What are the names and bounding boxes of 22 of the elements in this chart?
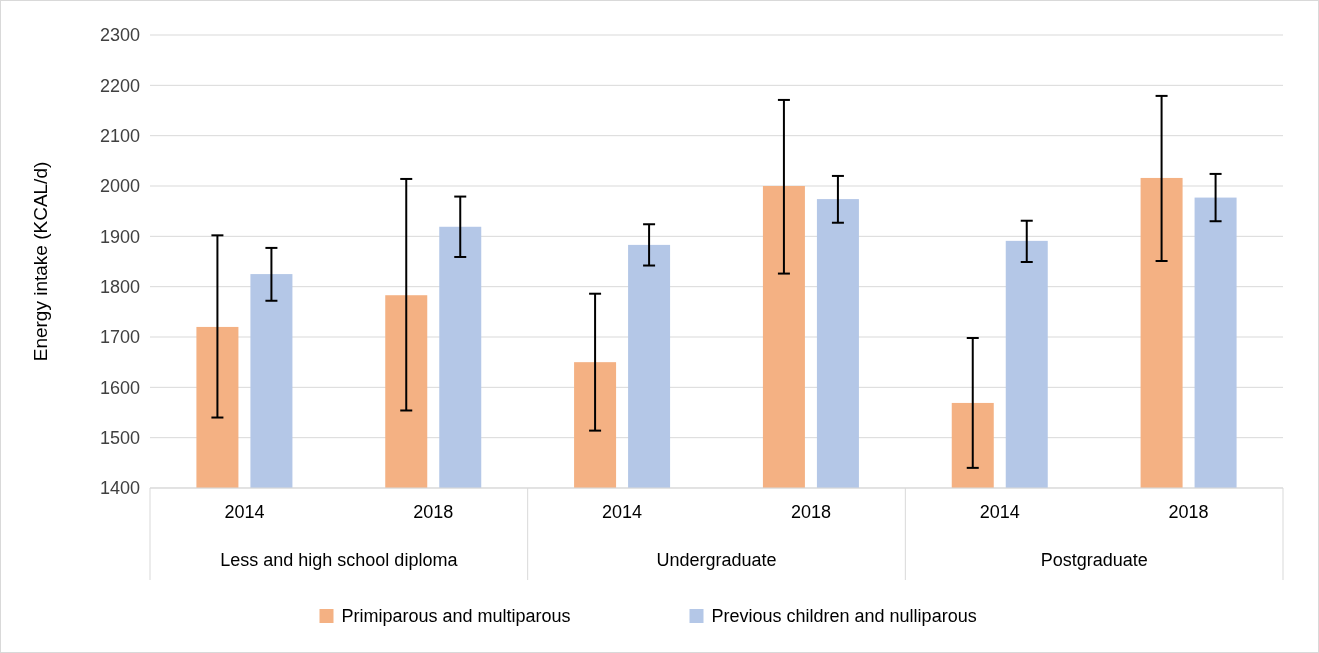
x-tick-label: 2014 bbox=[224, 502, 265, 522]
legend-label: Previous children and nulliparous bbox=[711, 606, 977, 627]
y-tick-label: 1600 bbox=[99, 377, 140, 398]
y-tick-label: 1400 bbox=[99, 478, 140, 499]
text: Less and high school diploma bbox=[220, 550, 459, 570]
x-tick-label: 2018 bbox=[413, 502, 454, 522]
x-tick-label: 2018 bbox=[790, 502, 831, 522]
legend-label: Primiparous and multiparous bbox=[341, 606, 571, 627]
y-tick-label: 2200 bbox=[99, 75, 140, 96]
text: Postgraduate bbox=[1040, 550, 1148, 570]
y-tick-label: 1500 bbox=[99, 427, 140, 448]
y-tick-label: 2300 bbox=[99, 25, 140, 46]
x-tick-label: 2014 bbox=[979, 502, 1020, 522]
x-tick-label: 2014 bbox=[602, 502, 643, 522]
y-tick-label: 1700 bbox=[99, 327, 140, 348]
y-tick-label: 2000 bbox=[99, 176, 140, 197]
text: Undergraduate bbox=[656, 550, 777, 570]
y-tick-label: 2100 bbox=[99, 125, 140, 146]
x-tick-label: 2018 bbox=[1168, 502, 1209, 522]
y-tick-label: 1900 bbox=[99, 226, 140, 247]
y-axis-title: Energy intake (KCAL/d) bbox=[29, 161, 51, 362]
y-tick-label: 1800 bbox=[99, 276, 140, 297]
